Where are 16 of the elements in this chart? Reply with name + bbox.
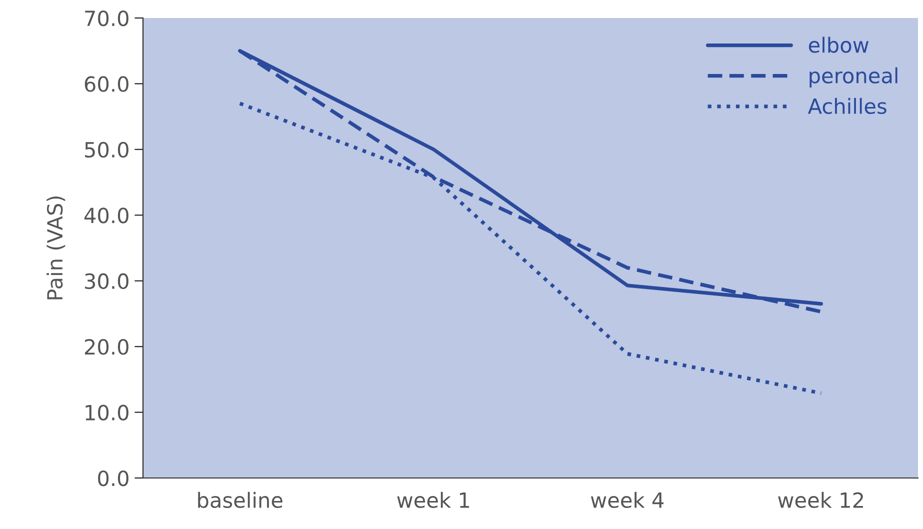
y-tick-label: 20.0 bbox=[84, 339, 128, 355]
x-tick-label: week 1 bbox=[397, 492, 470, 508]
y-tick-label: 0.0 bbox=[98, 470, 128, 486]
x-tick-label: baseline bbox=[198, 492, 282, 508]
y-tick-label: 40.0 bbox=[84, 208, 128, 224]
legend-label: Achilles bbox=[808, 98, 886, 114]
y-tick-label: 50.0 bbox=[85, 142, 128, 158]
x-tick-label: week 12 bbox=[778, 492, 863, 508]
y-axis-title: Pain (VAS) bbox=[46, 196, 66, 300]
y-tick-label: 10.0 bbox=[86, 404, 128, 420]
legend-label: peroneal bbox=[810, 67, 898, 88]
y-tick-label: 60.0 bbox=[84, 76, 128, 92]
y-tick-label: 70.0 bbox=[85, 10, 128, 26]
y-tick-label: 30.0 bbox=[85, 273, 128, 290]
legend-label: elbow bbox=[808, 36, 869, 53]
x-tick-label: week 4 bbox=[590, 492, 664, 508]
